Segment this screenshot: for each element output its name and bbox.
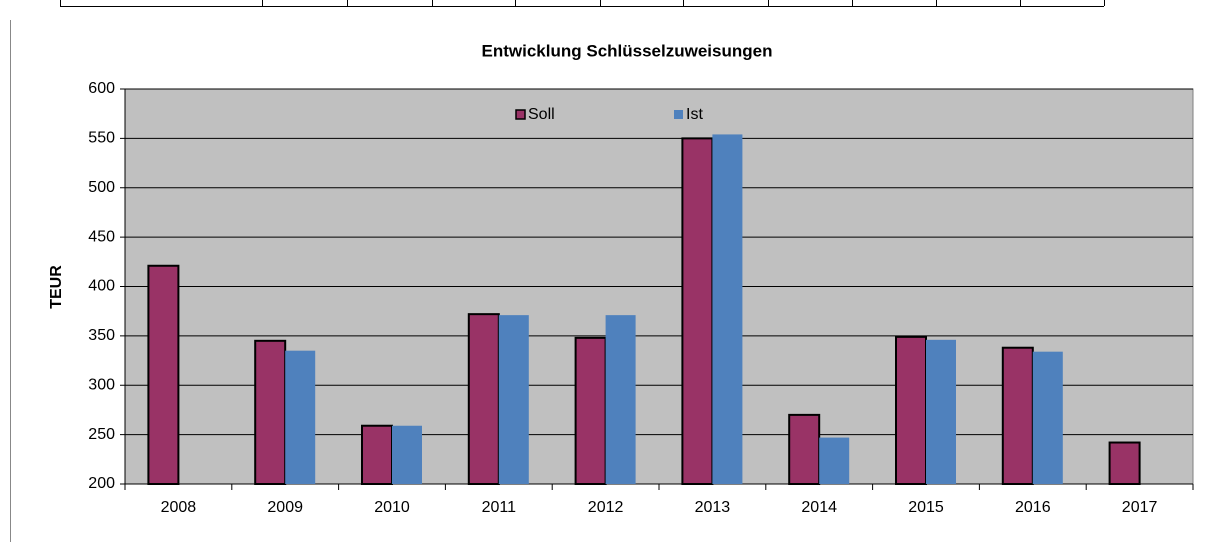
y-tick-label: 250 — [88, 426, 115, 443]
bar — [1108, 441, 1141, 485]
y-tick-label: 600 — [88, 80, 115, 97]
legend-label: Ist — [686, 106, 703, 123]
bar — [605, 315, 636, 484]
bar — [788, 413, 821, 485]
chart-title: Entwicklung Schlüsselzuweisungen — [482, 41, 773, 60]
table-frame — [10, 0, 1105, 542]
bar — [392, 425, 422, 484]
bar — [926, 339, 956, 484]
legend-swatch — [674, 110, 683, 119]
y-tick-label: 300 — [88, 376, 115, 393]
x-tick-label: 2014 — [801, 499, 837, 516]
y-axis-label: TEUR — [48, 265, 65, 309]
bar — [574, 336, 607, 485]
x-tick-label: 2016 — [1015, 499, 1051, 516]
bar — [681, 137, 714, 485]
x-tick-label: 2008 — [161, 499, 197, 516]
bar — [1032, 351, 1063, 484]
legend-label: Soll — [528, 106, 555, 123]
bar — [285, 350, 316, 484]
y-tick-label: 550 — [88, 130, 115, 147]
y-tick-label: 200 — [88, 475, 115, 492]
x-tick-label: 2010 — [374, 499, 410, 516]
bar — [147, 264, 180, 486]
bar — [819, 437, 850, 484]
x-tick-label: 2009 — [267, 499, 303, 516]
bar — [498, 315, 529, 484]
legend-swatch — [515, 109, 526, 120]
x-tick-label: 2017 — [1122, 499, 1158, 516]
x-tick-label: 2015 — [908, 499, 944, 516]
y-tick-label: 450 — [88, 228, 115, 245]
bar — [895, 335, 927, 485]
y-tick-label: 400 — [88, 278, 115, 295]
x-tick-label: 2011 — [482, 499, 517, 516]
bar — [712, 134, 743, 485]
x-tick-label: 2012 — [588, 499, 624, 516]
bar — [1001, 346, 1034, 485]
bar — [467, 313, 500, 485]
y-tick-label: 500 — [88, 179, 115, 196]
bar — [254, 339, 287, 485]
bar — [361, 424, 393, 485]
x-tick-label: 2013 — [695, 499, 731, 516]
y-tick-label: 350 — [88, 327, 115, 344]
